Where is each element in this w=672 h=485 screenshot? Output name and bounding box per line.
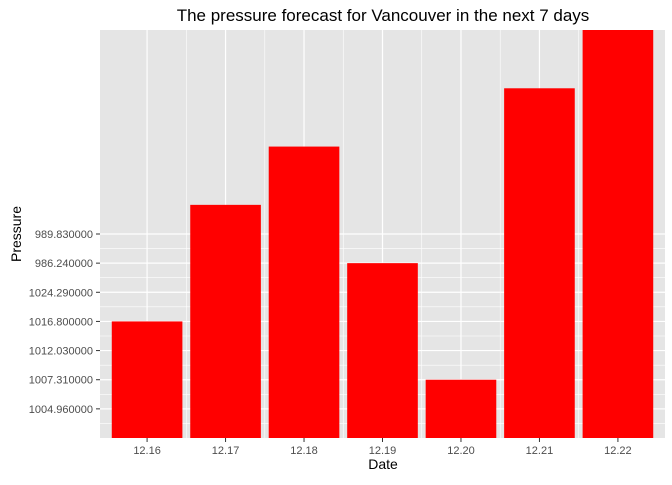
y-tick-label: 1004.960000: [29, 404, 93, 416]
bar-12.16: [111, 321, 183, 438]
x-tick-label: 12.20: [447, 445, 475, 457]
x-tick-label: 12.19: [369, 445, 397, 457]
x-axis: 12.16 12.17 12.18 12.19 12.20 12.21 12.22: [133, 438, 632, 457]
y-axis-label: Pressure: [8, 206, 24, 262]
bar-12.19: [347, 263, 418, 438]
bar-12.22: [582, 30, 654, 438]
x-tick-label: 12.18: [290, 445, 318, 457]
x-tick-label: 12.16: [133, 445, 161, 457]
bar-12.21: [504, 88, 575, 439]
y-tick-label: 986.240000: [35, 258, 93, 270]
x-tick-label: 12.17: [212, 445, 240, 457]
y-tick-label: 1016.800000: [29, 316, 93, 328]
x-tick-label: 12.22: [604, 445, 632, 457]
y-tick-label: 1007.310000: [29, 375, 93, 387]
x-axis-label: Date: [368, 456, 398, 472]
y-tick-label: 1012.030000: [29, 346, 93, 358]
bar-12.20: [425, 379, 497, 438]
bar-12.17: [190, 204, 261, 438]
y-tick-label: 989.830000: [35, 229, 93, 241]
y-axis: 1004.960000 1007.310000 1012.030000 1016.80…: [29, 229, 100, 416]
bar-12.18: [268, 146, 340, 439]
bars: [111, 30, 654, 439]
y-tick-label: 1024.290000: [29, 287, 93, 299]
x-tick-label: 12.21: [526, 445, 554, 457]
chart-title: The pressure forecast for Vancouver in t…: [177, 6, 590, 25]
